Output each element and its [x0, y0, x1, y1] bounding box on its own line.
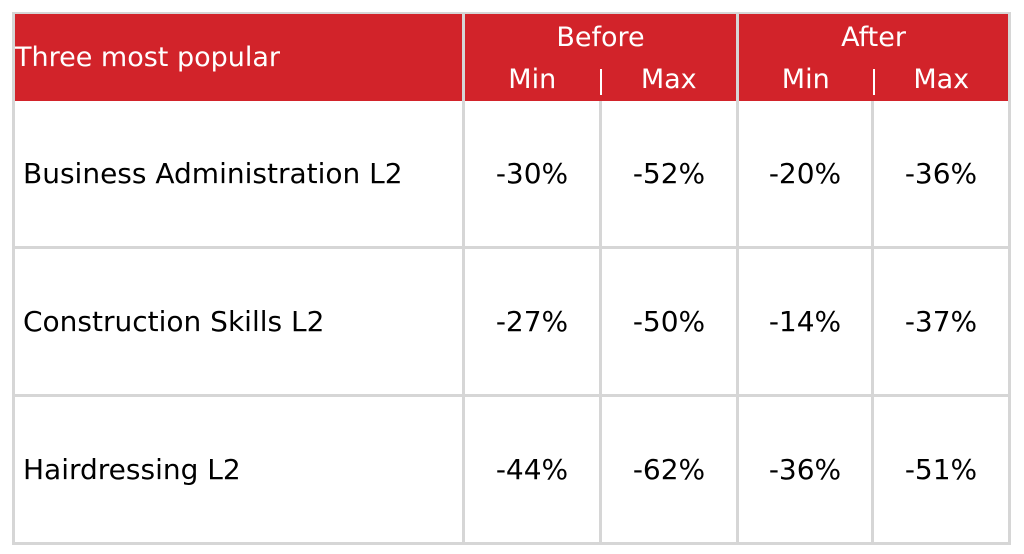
table-row: Business Administration L2 -30% -52% -20… — [12, 101, 1011, 249]
cell-after-max: -51% — [874, 397, 1011, 545]
header-group-after: After Min Max — [739, 12, 1011, 101]
group-label-after: After — [841, 22, 906, 53]
row-label: Business Administration L2 — [12, 101, 465, 249]
comparison-table: Three most popular Before Min Max After … — [12, 12, 1011, 545]
header-title: Three most popular — [12, 12, 465, 101]
cell-before-max: -62% — [602, 397, 739, 545]
table-row: Hairdressing L2 -44% -62% -36% -51% — [12, 397, 1011, 545]
cell-after-min: -20% — [739, 101, 874, 249]
row-label: Construction Skills L2 — [12, 249, 465, 397]
cell-after-max: -36% — [874, 101, 1011, 249]
table-header-row: Three most popular Before Min Max After … — [12, 12, 1011, 101]
cell-after-min: -36% — [739, 397, 874, 545]
cell-before-min: -44% — [465, 397, 602, 545]
sub-header-after-max: Max — [913, 64, 970, 95]
sub-header-before-min: Min — [508, 64, 557, 95]
table-row: Construction Skills L2 -27% -50% -14% -3… — [12, 249, 1011, 397]
cell-after-max: -37% — [874, 249, 1011, 397]
group-label-before: Before — [556, 22, 645, 53]
sub-header-after-min: Min — [781, 64, 830, 95]
sub-header-divider — [872, 69, 875, 95]
sub-header-divider — [599, 69, 602, 95]
cell-after-min: -14% — [739, 249, 874, 397]
cell-before-max: -50% — [602, 249, 739, 397]
cell-before-min: -30% — [465, 101, 602, 249]
header-group-before: Before Min Max — [465, 12, 739, 101]
cell-before-min: -27% — [465, 249, 602, 397]
cell-before-max: -52% — [602, 101, 739, 249]
sub-header-before-max: Max — [640, 64, 697, 95]
row-label: Hairdressing L2 — [12, 397, 465, 545]
